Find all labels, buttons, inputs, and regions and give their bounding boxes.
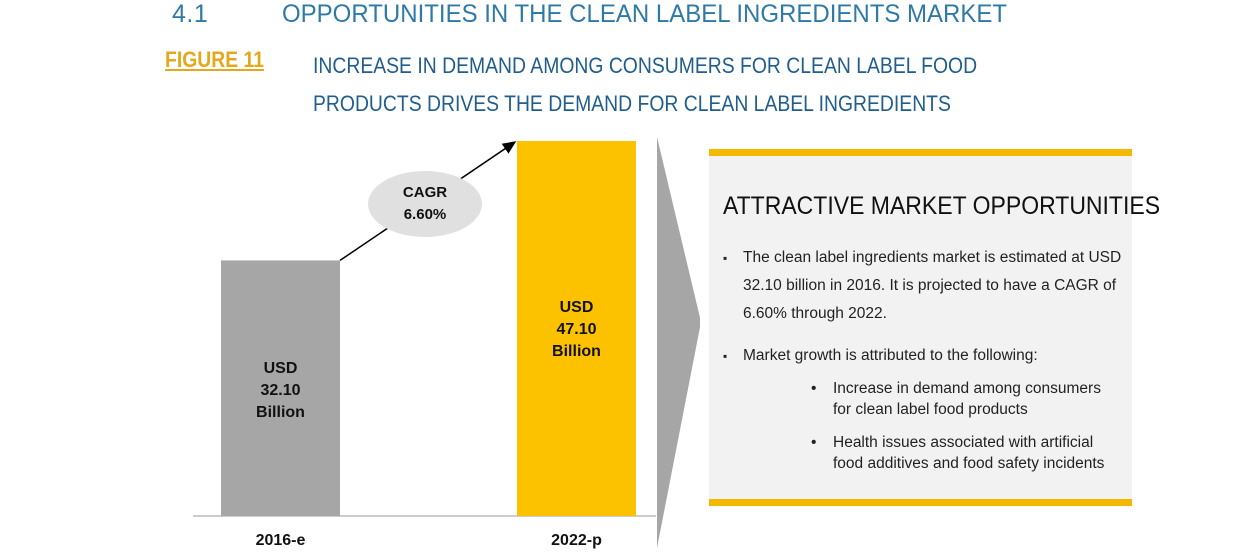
section-number: 4.1 [172, 0, 209, 28]
bar-value-label-2022-p-1: 47.10 [556, 321, 596, 338]
bullet-market-growth: Market growth is attributed to the follo… [723, 342, 1123, 474]
cagr-value: 6.60% [404, 206, 447, 223]
bullet-market-estimate: The clean label ingredients market is es… [723, 244, 1123, 328]
bullet-list: The clean label ingredients market is es… [723, 244, 1123, 488]
figure-caption-line-2: PRODUCTS DRIVES THE DEMAND FOR CLEAN LAB… [313, 91, 951, 116]
x-tick-label-2022-p: 2022-p [551, 532, 602, 549]
bar-value-label-2022-p-2: Billion [552, 343, 601, 360]
panel-title: ATTRACTIVE MARKET OPPORTUNITIES [723, 192, 1161, 220]
bullet-market-estimate-text: The clean label ingredients market is es… [743, 249, 1122, 322]
cagr-label: CAGR [403, 184, 447, 201]
bar-value-label-2022-p-0: USD [560, 299, 594, 316]
figure-caption-line-1: INCREASE IN DEMAND AMONG CONSUMERS FOR C… [313, 53, 978, 78]
section-title: OPPORTUNITIES IN THE CLEAN LABEL INGREDI… [282, 0, 1008, 28]
bar-2016-e [221, 260, 340, 516]
x-tick-label-2016-e: 2016-e [256, 532, 306, 549]
sub-bullet-health-issues: Health issues associated with artificial… [811, 432, 1123, 474]
bar-value-label-2016-e-0: USD [264, 360, 298, 377]
figure-label: FIGURE 11 [165, 47, 264, 72]
sub-bullet-list: Increase in demand among consumers for c… [811, 378, 1123, 474]
cagr-bubble [368, 171, 482, 237]
bullet-market-growth-text: Market growth is attributed to the follo… [743, 347, 1038, 364]
bar-2022-p [517, 141, 636, 516]
bar-value-label-2016-e-1: 32.10 [260, 382, 300, 399]
opportunities-panel: ATTRACTIVE MARKET OPPORTUNITIES The clea… [709, 149, 1160, 506]
chevron-divider [657, 137, 700, 548]
bar-chart: USD 32.10 Billion 2016-e USD 47.10 Billion 2022… [193, 137, 700, 549]
figure-caption: INCREASE IN DEMAND AMONG CONSUMERS FOR C… [313, 47, 977, 123]
bar-value-label-2016-e-2: Billion [256, 404, 305, 421]
sub-bullet-consumer-demand: Increase in demand among consumers for c… [811, 378, 1123, 420]
